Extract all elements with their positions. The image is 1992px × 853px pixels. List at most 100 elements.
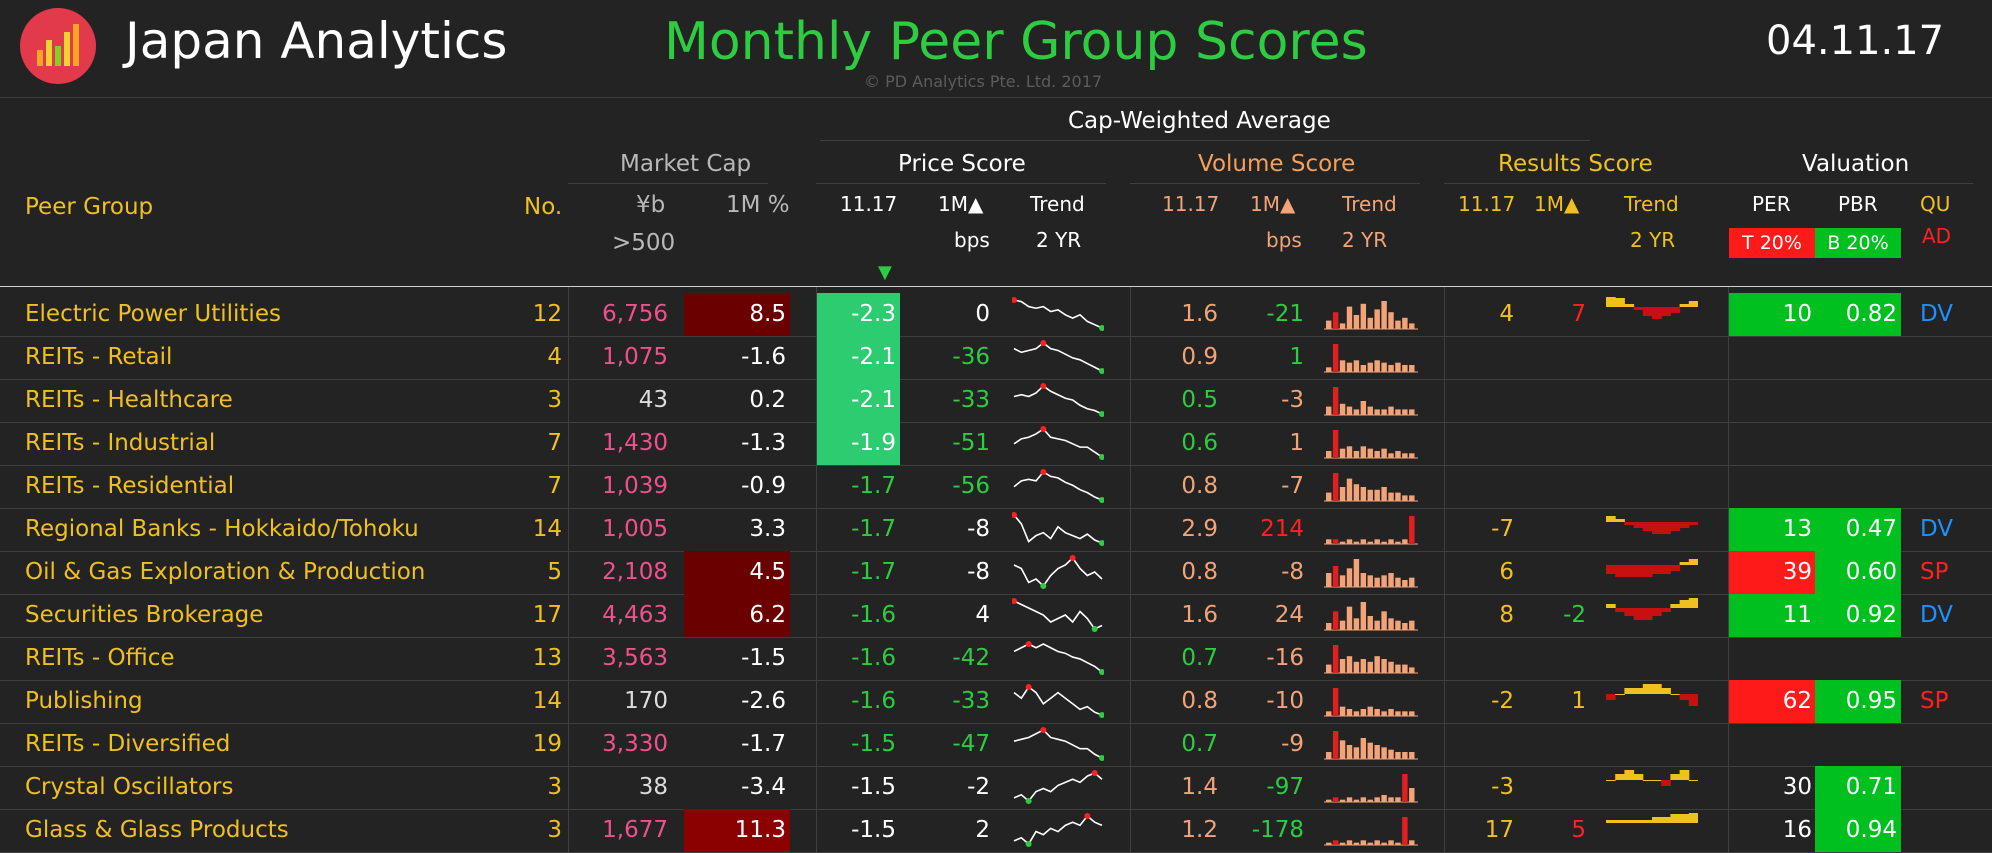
price-score-value: -1.5	[851, 731, 896, 757]
per-value: 11	[1782, 602, 1812, 628]
table-row[interactable]: Electric Power Utilities 12 6,756 8.5 -2.3 0 1…	[0, 293, 1992, 337]
volume-score-delta: 214	[1260, 516, 1304, 542]
price-trend-low-marker	[1040, 583, 1047, 589]
m1-pct-header[interactable]: 1M %	[726, 192, 790, 218]
volume-trend-bars	[1324, 731, 1418, 760]
company-count: 12	[532, 301, 562, 327]
results-trend-bars	[1606, 598, 1698, 620]
price-score-highlight	[816, 422, 900, 465]
table-row[interactable]: REITs - Office 13 3,563 -1.5 -1.6 -42 0.7 -16	[0, 637, 1992, 681]
price-score-value: -1.9	[851, 430, 896, 456]
per-value: 62	[1782, 688, 1812, 714]
peer-group-name[interactable]: REITs - Office	[25, 645, 175, 671]
volume-trend-bar	[1339, 740, 1346, 759]
price-score-delta: -8	[967, 516, 990, 542]
volume-trend-bar	[1367, 661, 1373, 673]
volume-trend-bars	[1324, 516, 1418, 545]
table-row[interactable]: REITs - Residential 7 1,039 -0.9 -1.7 -56 0.8 -…	[0, 465, 1992, 509]
volume-score-delta: -9	[1281, 731, 1304, 757]
gt500-label: >500	[612, 230, 676, 256]
table-row[interactable]: Publishing 14 170 -2.6 -1.6 -33 0.8 -10 -2 1 62 0.9…	[0, 680, 1992, 724]
ps-date-header[interactable]: 11.17	[840, 192, 898, 216]
price-score-rule	[816, 183, 1106, 184]
qu-header: QU	[1920, 192, 1951, 216]
table-row[interactable]: Securities Brokerage 17 4,463 6.2 -1.6 4 1.6 24…	[0, 594, 1992, 638]
yen-b-header[interactable]: ¥b	[636, 192, 666, 218]
pbr-value	[1815, 336, 1897, 379]
results-trend-bar	[1679, 600, 1690, 608]
volume-trend-bar	[1326, 623, 1332, 630]
peer-group-name[interactable]: Crystal Oscillators	[25, 774, 234, 800]
peer-group-name[interactable]: Regional Banks - Hokkaido/Tohoku	[25, 516, 419, 542]
price-trend-line	[1013, 814, 1103, 846]
peer-group-name[interactable]: REITs - Industrial	[25, 430, 216, 456]
price-trend-low-marker	[1099, 325, 1104, 331]
results-score-value: 8	[1499, 602, 1514, 628]
price-score-delta: -33	[952, 387, 990, 413]
price-trend-line	[1013, 643, 1103, 673]
volume-trend-bar	[1381, 362, 1387, 372]
price-score-delta: -8	[967, 559, 990, 585]
m1-change-value: -0.9	[741, 473, 786, 499]
rs-date-header[interactable]: 11.17	[1458, 192, 1516, 216]
volume-trend-bar	[1402, 623, 1408, 630]
peer-group-name[interactable]: REITs - Retail	[25, 344, 173, 370]
table-row[interactable]: Glass & Glass Products 3 1,677 11.3 -1.5 2 1.2…	[0, 809, 1992, 853]
price-trend-low-marker	[1099, 497, 1104, 503]
sort-indicator-icon[interactable]: ▼	[878, 262, 892, 283]
peer-group-name[interactable]: REITs - Healthcare	[25, 387, 233, 413]
results-trend-bar	[1688, 598, 1698, 608]
rs-1m-header[interactable]: 1M▲	[1534, 192, 1580, 216]
table-row[interactable]: REITs - Healthcare 3 43 0.2 -2.1 -33 0.5 -3	[0, 379, 1992, 423]
per-value	[1728, 336, 1812, 379]
table-row[interactable]: Regional Banks - Hokkaido/Tohoku 14 1,005 3…	[0, 508, 1992, 552]
volume-trend-bar	[1402, 365, 1408, 372]
table-row[interactable]: Crystal Oscillators 3 38 -3.4 -1.5 -2 1.4 -97 -3…	[0, 766, 1992, 810]
per-header[interactable]: PER	[1752, 192, 1791, 216]
peer-group-name[interactable]: Oil & Gas Exploration & Production	[25, 559, 426, 585]
peer-group-name[interactable]: Glass & Glass Products	[25, 817, 289, 843]
peer-group-name[interactable]: REITs - Diversified	[25, 731, 231, 757]
price-score-delta: -56	[952, 473, 990, 499]
volume-trend-bar	[1395, 320, 1401, 329]
results-trend-bar	[1688, 813, 1698, 823]
m1-change-value: 3.3	[749, 516, 786, 542]
volume-trend-bar	[1374, 309, 1380, 329]
volume-score-delta: 1	[1289, 344, 1304, 370]
peer-group-name[interactable]: REITs - Residential	[25, 473, 235, 499]
table-row[interactable]: REITs - Industrial 7 1,430 -1.3 -1.9 -51 0.6 1	[0, 422, 1992, 466]
no-header[interactable]: No.	[524, 194, 563, 220]
volume-trend-bars	[1324, 645, 1418, 674]
quality-flag: DV	[1920, 602, 1954, 628]
volume-trend-bar	[1339, 706, 1346, 716]
price-trend-line	[1013, 556, 1103, 588]
bar-chart-logo-icon	[37, 24, 79, 66]
price-score-value: -2.1	[851, 387, 896, 413]
peer-group-name[interactable]: Publishing	[25, 688, 143, 714]
vs-date-header[interactable]: 11.17	[1162, 192, 1220, 216]
volume-trend-bar	[1395, 797, 1401, 802]
per-value: 16	[1782, 817, 1812, 843]
price-score-value: -1.7	[851, 516, 896, 542]
pbr-header[interactable]: PBR	[1838, 192, 1878, 216]
peer-group-name[interactable]: Securities Brokerage	[25, 602, 264, 628]
peer-group-name[interactable]: Electric Power Utilities	[25, 301, 281, 327]
vs-1m-header[interactable]: 1M▲	[1250, 192, 1296, 216]
price-trend-sparkline	[1013, 641, 1104, 675]
price-score-delta: -42	[952, 645, 990, 671]
pbr-value: 0.95	[1845, 688, 1897, 714]
peer-group-header[interactable]: Peer Group	[25, 194, 154, 220]
table-row[interactable]: Oil & Gas Exploration & Production 5 2,108…	[0, 551, 1992, 595]
header-bar: Japan Analytics Monthly Peer Group Score…	[0, 0, 1992, 98]
table-row[interactable]: REITs - Diversified 19 3,330 -1.7 -1.5 -47 0.7…	[0, 723, 1992, 767]
volume-trend-bar	[1339, 575, 1346, 587]
price-trend-low-marker	[1099, 411, 1104, 417]
volume-trend-bar	[1381, 301, 1387, 329]
price-trend-line	[1013, 600, 1103, 631]
volume-score-value: 0.8	[1181, 559, 1218, 585]
per-highlight	[1728, 680, 1815, 723]
table-row[interactable]: REITs - Retail 4 1,075 -1.6 -2.1 -36 0.9 1	[0, 336, 1992, 380]
volume-trend-bar	[1388, 797, 1394, 802]
ps-1m-header[interactable]: 1M▲	[938, 192, 984, 216]
results-score-value: -3	[1491, 774, 1514, 800]
